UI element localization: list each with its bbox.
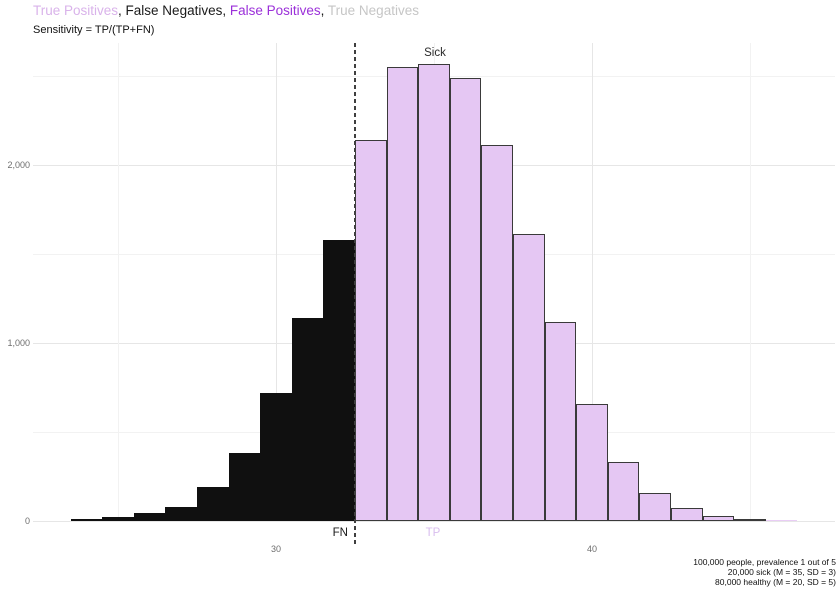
histogram-bar-fn-27: [165, 506, 197, 521]
histogram-bar-fn-28: [197, 487, 229, 521]
histogram-bar-tp-42: [639, 492, 671, 521]
histogram-bar-fn-24: [70, 519, 103, 521]
legend-segment-1: ,: [118, 3, 126, 18]
legend-segment-5: ,: [320, 3, 328, 18]
histogram-bar-tp-33: [355, 140, 387, 521]
chart-title-legend: True Positives, False Negatives, False P…: [33, 3, 419, 18]
histogram-bar-tp-37: [481, 145, 513, 521]
histogram-bar-tp-36: [449, 77, 482, 521]
legend-segment-2: False Negatives: [125, 3, 223, 18]
legend-segment-3: ,: [222, 3, 230, 18]
histogram-bar-tp-43: [671, 507, 703, 521]
histogram-bar-fn-26: [133, 513, 166, 521]
y-axis-tick-1000: 1,000: [7, 338, 30, 348]
histogram-bar-fn-31: [291, 318, 324, 521]
gridline-x-minor-45: [750, 43, 751, 521]
sick-annotation: Sick: [424, 47, 446, 59]
histogram-bar-tp-40: [576, 403, 608, 521]
x-axis-tick-40: 40: [586, 544, 597, 554]
histogram-bar-tp-45: [734, 518, 766, 521]
histogram-bar-fn-29: [228, 453, 261, 521]
legend-segment-4: False Positives: [229, 3, 321, 18]
histogram-bar-fn-32: [323, 239, 355, 521]
gridline-x-major-40: [592, 43, 593, 521]
histogram-bar-tp-46: [765, 519, 798, 521]
histogram-bar-fn-30: [260, 392, 292, 521]
threshold-dashed-line: [354, 43, 356, 544]
histogram-bar-fn-25: [102, 516, 134, 521]
caption-line-1: 100,000 people, prevalence 1 out of 5: [693, 557, 836, 567]
x-axis-tick-30: 30: [270, 544, 281, 554]
y-axis-tick-2000: 2,000: [7, 160, 30, 170]
chart-subtitle: Sensitivity = TP/(TP+FN): [33, 24, 155, 36]
histogram-bar-tp-35: [418, 64, 450, 521]
legend-segment-6: True Negatives: [327, 3, 419, 18]
histogram-bar-tp-44: [702, 515, 735, 521]
fn-annotation: FN: [332, 527, 348, 539]
caption: 100,000 people, prevalence 1 out of 5 20…: [693, 557, 836, 587]
gridline-x-major-30: [276, 43, 277, 521]
histogram-bar-tp-38: [513, 234, 545, 521]
tp-annotation: TP: [425, 527, 441, 539]
histogram-bar-tp-34: [386, 67, 419, 521]
gridline-x-minor-25: [118, 43, 119, 521]
plot-panel: [33, 43, 835, 522]
histogram-bar-tp-41: [607, 462, 640, 521]
gridline-y-major-0: [33, 521, 835, 522]
histogram-bar-tp-39: [544, 321, 577, 521]
caption-line-2: 20,000 sick (M = 35, SD = 3): [727, 567, 836, 577]
y-axis-tick-0: 0: [24, 516, 30, 526]
legend-segment-0: True Positives: [33, 3, 119, 18]
caption-line-3: 80,000 healthy (M = 20, SD = 5): [715, 577, 836, 587]
